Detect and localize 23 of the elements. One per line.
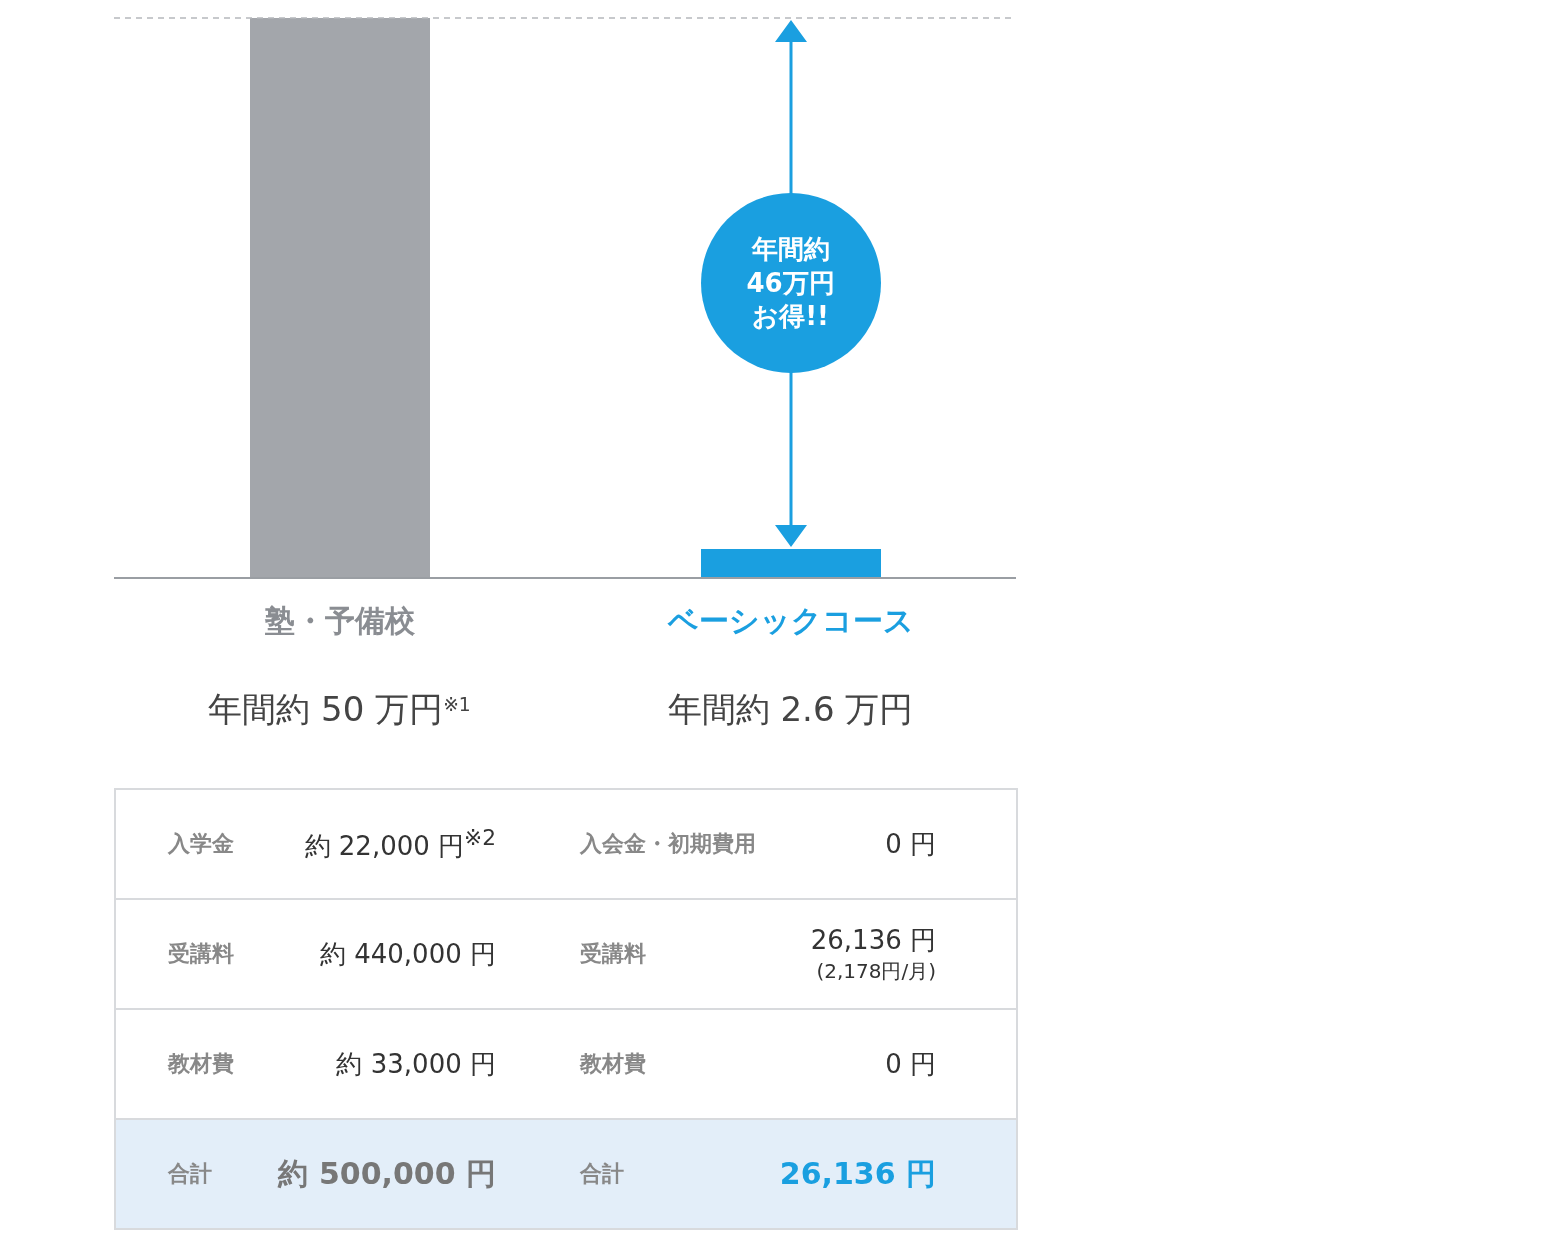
text: 約 440,000 円 bbox=[318, 937, 497, 971]
text: 入学金 bbox=[167, 830, 235, 858]
text: 教材費 bbox=[166, 1050, 235, 1078]
text: 26,136 円 bbox=[778, 1154, 936, 1193]
text: 受講料 bbox=[579, 940, 647, 968]
text: 合計 bbox=[167, 1160, 213, 1188]
circle-badge: 年間約46万円お得!! bbox=[700, 193, 881, 374]
x-tick-label: ベーシックコース bbox=[666, 603, 914, 638]
text: 約 500,000 円 bbox=[276, 1154, 497, 1193]
text: 約 33,000 円 bbox=[335, 1047, 497, 1081]
annotation: 年間約46万円お得!! bbox=[745, 232, 836, 334]
text: 0 円 bbox=[884, 827, 936, 861]
data-label: 年間約 50 万円$^{※1}$ bbox=[208, 689, 471, 729]
data-label: 年間約 2.6 万円 bbox=[667, 689, 914, 729]
text: 受講料 bbox=[167, 940, 235, 968]
text: (2,178円/月) bbox=[815, 958, 936, 985]
x-tick-label: 塾・予備校 bbox=[263, 603, 416, 638]
text: 約 22,000 円$^{※2}$ bbox=[303, 824, 497, 863]
text: 26,136 円 bbox=[809, 924, 936, 957]
text: 教材費 bbox=[578, 1050, 647, 1078]
text: 合計 bbox=[579, 1160, 625, 1188]
text: 入会金・初期費用 bbox=[579, 830, 757, 858]
text: 0 円 bbox=[884, 1047, 936, 1081]
